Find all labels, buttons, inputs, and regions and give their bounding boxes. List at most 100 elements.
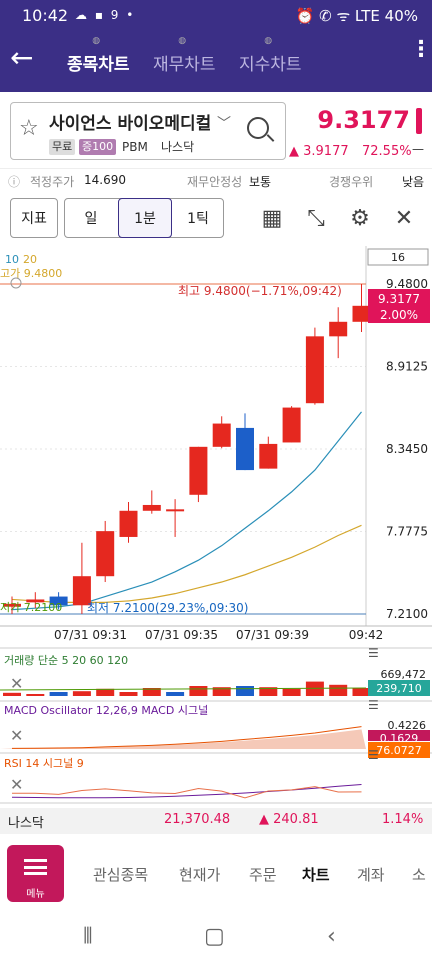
candle-count-box[interactable] [367,248,429,266]
stock-ticker: PBM [122,140,148,154]
competitive-label: 경쟁우위 [329,175,374,189]
volume-bar [119,692,138,696]
system-icons: ⏰ ✆ ᯤ LTE [295,7,380,25]
chevron-down-icon[interactable]: ﹀ [217,116,231,132]
close-macd-icon[interactable]: ✕ [10,726,23,745]
tab-watchlist[interactable]: 관심종목 [93,866,149,884]
tab-chart[interactable]: 차트 [302,866,330,884]
stability-label: 재무안정성 [187,175,243,189]
chart-area[interactable]: 10 20 16 고가 9.4800 저가 7.2100 최고 9.4800(−… [0,246,432,811]
back-arrow-icon[interactable]: ← [10,41,34,74]
tick-button[interactable]: 1틱 [187,211,209,227]
volume-bar [259,687,278,696]
volume-bar [329,684,348,696]
candle-body [212,423,231,447]
candle-body [142,504,161,511]
candle-body [189,446,208,495]
zoom-icon[interactable] [10,277,22,289]
tab-current-price[interactable]: 현재가 [179,866,221,884]
tab-dot-icon: ◍ [92,36,101,46]
tab-index-chart[interactable]: ◍ 지수차트 [239,36,302,75]
back-icon[interactable]: ‹ [327,924,336,949]
candle-body [119,510,138,537]
badge-margin: 증100 [79,139,117,155]
tab-stock-chart[interactable]: ◍ 종목차트 [67,36,130,75]
stability-value: 보통 [249,175,272,189]
search-icon[interactable] [247,117,269,139]
volume-bar [3,692,21,696]
notification-icons: ☁ ▪ 9 • [75,8,136,22]
stock-selector[interactable]: ☆ 사이언스 바이오메디컬 ﹀ 무료 증100 PBM 나스닥 [10,102,286,160]
price-change-pct: 72.55% [362,144,412,159]
price-indicator-bar [416,108,422,134]
y-tick-label: 7.7775 [386,525,428,539]
macd-label: MACD Oscillator 12,26,9 MACD 시그널 [4,704,208,717]
x-tick-label: 07/31 09:31 [54,628,127,642]
close-rsi-icon[interactable]: ✕ [10,775,23,794]
hamburger-icon [24,859,47,875]
candle-body [166,509,185,512]
volume-tag: 239,710 [376,682,422,695]
day-button[interactable]: 일 [84,211,98,227]
price-chart[interactable]: 10 20 16 고가 9.4800 저가 7.2100 최고 9.4800(−… [0,246,432,811]
price-change: ▲ 3.9177 [289,144,349,159]
tab-account[interactable]: 계좌 [357,866,385,884]
rsi-label: RSI 14 시그널 9 [4,757,84,770]
rsi-tag: 76.0727 [376,744,422,757]
top-nav: ← ◍ 종목차트 ◍ 재무차트 ◍ 지수차트 ⋮ [0,32,432,92]
volume-bar [166,692,185,696]
rsi-menu-icon[interactable]: ☰ [368,748,379,762]
fair-price-label: 적정주가 [30,175,75,189]
stock-market: 나스닥 [161,140,195,154]
macd-histogram [0,729,366,749]
settings-gear-icon[interactable]: ⚙ [350,206,370,231]
price-tag: 9.3177 [378,292,420,306]
battery-level: 40% [384,7,418,25]
macd-menu-icon[interactable]: ☰ [368,698,379,712]
more-menu-icon[interactable]: ⋮ [410,37,432,62]
volume-menu-icon[interactable]: ☰ [368,646,379,660]
candle-count: 16 [391,251,405,264]
tools-icon[interactable]: ✕ [394,206,414,231]
candle-body [26,599,45,603]
indicator-button[interactable]: 지표 [10,198,58,238]
candle-body [3,603,21,607]
close-volume-icon[interactable]: ✕ [10,674,23,693]
chart-toolbar: 지표 일 1분 1틱 ▦ ⤡ ⚙ ✕ [0,194,432,246]
menu-button[interactable]: 메뉴 [7,845,64,902]
volume-bar [72,691,91,696]
low-annotation: 최저 7.2100(29.23%,09:30) [87,601,248,615]
high-left-label: 고가 9.4800 [0,267,62,280]
favorite-star-icon[interactable]: ☆ [19,116,39,141]
tab-finance-chart[interactable]: ◍ 재무차트 [153,36,216,75]
ma10-line [11,411,362,611]
home-icon[interactable]: ▢ [204,924,225,949]
current-price: 9.3177 [317,106,410,134]
layout-grid-icon[interactable]: ▦ [261,206,283,231]
competitive-value: 낮음 [402,175,425,189]
system-nav: ⦀ ▢ ‹ [0,914,432,963]
volume-bar [305,681,324,696]
badge-free: 무료 [49,139,76,155]
macd-max: 0.4226 [388,719,427,732]
tab-dot-icon: ◍ [178,36,187,46]
rsi-line [12,786,362,799]
help-icon[interactable]: ⓘ [8,175,21,189]
y-tick-label: 8.3450 [386,442,428,456]
minute-button[interactable]: 1분 [118,198,172,238]
rsi-signal-line [11,784,362,799]
expand-icon[interactable]: ⤡ [307,206,325,231]
tab-order[interactable]: 주문 [249,866,277,884]
bottom-menu: 메뉴 관심종목 현재가 주문 차트 계좌 소 [0,836,432,914]
tab-more[interactable]: 소 [412,866,426,884]
y-tick-label: 7.2100 [386,607,428,621]
fair-price-value: 14.690 [84,173,126,187]
valuation-row: ⓘ 적정주가 14.690 재무안정성 보통 경쟁우위 낮음 [0,168,432,192]
recent-apps-icon[interactable]: ⦀ [83,924,93,949]
index-bar[interactable]: 나스닥 21,370.48 ▲ 240.81 1.14% [0,808,432,834]
index-value: 21,370.48 [164,812,231,827]
x-tick-label: 07/31 09:35 [145,628,218,642]
status-right: ⏰ ✆ ᯤ LTE 40% [296,6,418,26]
candle-body [329,321,348,337]
volume-bar [352,688,371,696]
